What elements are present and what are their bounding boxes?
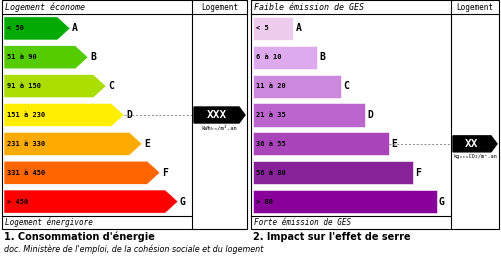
Bar (250, 0, 498, 229)
Text: C: C (343, 81, 349, 91)
Text: 91 à 150: 91 à 150 (7, 83, 41, 89)
Text: 21 à 35: 21 à 35 (256, 112, 285, 118)
Polygon shape (452, 136, 496, 152)
Text: kWhₕₙ/m².an: kWhₕₙ/m².an (201, 125, 237, 131)
Text: 51 à 90: 51 à 90 (7, 54, 37, 60)
Text: 151 à 230: 151 à 230 (7, 112, 45, 118)
Polygon shape (4, 161, 160, 184)
Text: kgₙₑₒCO₂/m².an: kgₙₑₒCO₂/m².an (452, 154, 496, 159)
Text: F: F (414, 168, 420, 178)
Text: 1. Consommation d'énergie: 1. Consommation d'énergie (4, 232, 155, 242)
Text: D: D (367, 110, 372, 120)
Text: A: A (72, 23, 78, 33)
Text: Logement: Logement (200, 2, 237, 11)
Polygon shape (4, 17, 70, 40)
Bar (253, 103, 365, 127)
Text: 231 à 330: 231 à 330 (7, 141, 45, 147)
Text: Faible émission de GES: Faible émission de GES (254, 2, 363, 11)
Text: > 450: > 450 (7, 199, 28, 205)
Text: C: C (108, 81, 114, 91)
Text: 331 à 450: 331 à 450 (7, 170, 45, 176)
Polygon shape (4, 132, 142, 155)
Text: Logement: Logement (455, 2, 492, 11)
Text: > 80: > 80 (256, 199, 273, 205)
Text: < 50: < 50 (7, 25, 24, 32)
Polygon shape (4, 46, 88, 69)
Text: D: D (126, 110, 132, 120)
Bar (253, 132, 388, 155)
Text: Logement économe: Logement économe (5, 2, 85, 12)
Text: < 5: < 5 (256, 25, 268, 32)
Text: B: B (319, 52, 325, 62)
Bar (2, 0, 246, 229)
Text: E: E (390, 139, 396, 149)
Text: G: G (180, 197, 185, 207)
Bar (253, 46, 317, 69)
Polygon shape (193, 107, 244, 123)
Text: 11 à 20: 11 à 20 (256, 83, 285, 89)
Text: XXX: XXX (206, 110, 226, 120)
Text: XX: XX (464, 139, 478, 149)
Text: Forte émission de GES: Forte émission de GES (254, 218, 350, 227)
Text: doc. Ministère de l'emploi, de la cohésion sociale et du logement: doc. Ministère de l'emploi, de la cohési… (4, 244, 263, 253)
Text: G: G (438, 197, 444, 207)
Bar (253, 17, 293, 40)
Bar (253, 74, 341, 98)
Bar (253, 161, 412, 184)
Polygon shape (4, 74, 106, 98)
Bar (253, 190, 436, 213)
Text: 36 à 55: 36 à 55 (256, 141, 285, 147)
Text: Logement énergivore: Logement énergivore (5, 218, 93, 227)
Text: A: A (295, 23, 301, 33)
Polygon shape (4, 190, 178, 213)
Text: 6 à 10: 6 à 10 (256, 54, 281, 60)
Text: E: E (144, 139, 150, 149)
Polygon shape (4, 103, 124, 127)
Text: B: B (90, 52, 96, 62)
Text: 2. Impact sur l'effet de serre: 2. Impact sur l'effet de serre (253, 232, 410, 242)
Text: 56 à 80: 56 à 80 (256, 170, 285, 176)
Text: F: F (162, 168, 167, 178)
